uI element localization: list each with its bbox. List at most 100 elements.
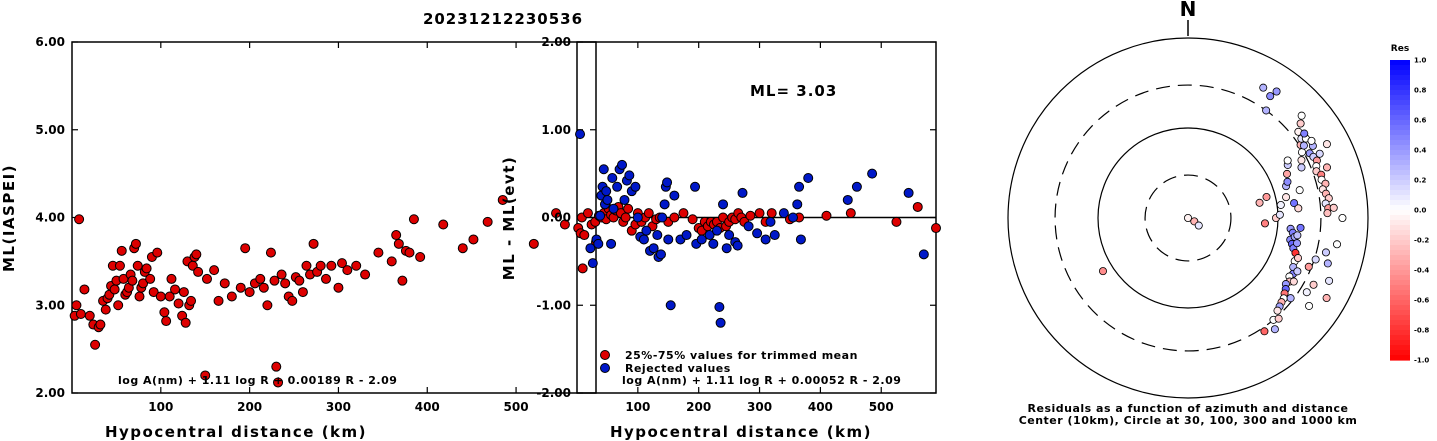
colorbar-swatch (1390, 240, 1410, 246)
y-tick-label: -2.00 (536, 386, 571, 400)
colorbar-swatch (1390, 305, 1410, 311)
data-point (404, 247, 415, 258)
rejected-point (608, 203, 619, 214)
residual-distance-formula: log A(nm) + 1.11 log R + 0.00052 R - 2.0… (622, 374, 901, 387)
data-point (95, 319, 106, 330)
colorbar-swatch (1390, 195, 1410, 201)
trimmed-mean-point (623, 203, 634, 214)
data-point (155, 291, 166, 302)
residual-distance-x-axis-label: Hypocentral distance (km) (610, 423, 872, 441)
colorbar-swatch (1390, 245, 1410, 251)
y-tick-label: 3.00 (35, 298, 65, 312)
rejected-point (681, 230, 692, 241)
data-point (240, 243, 251, 254)
colorbar-swatch (1390, 260, 1410, 266)
colorbar-swatch (1390, 180, 1410, 186)
station-residual-point (1323, 259, 1332, 268)
colorbar-swatch (1390, 160, 1410, 166)
trimmed-mean-point (582, 208, 593, 219)
trimmed-mean-point (669, 212, 680, 223)
rejected-point (714, 302, 725, 313)
colorbar-tick-label: 0.8 (1414, 87, 1427, 95)
data-point (90, 339, 101, 350)
distance-ring (1054, 84, 1322, 352)
data-point (164, 291, 175, 302)
data-point (213, 295, 224, 306)
colorbar-tick-label: -0.4 (1414, 267, 1429, 275)
data-point (109, 284, 120, 295)
colorbar-title: Res (1391, 44, 1409, 54)
colorbar-swatch (1390, 115, 1410, 121)
data-point (134, 291, 145, 302)
rejected-point (617, 159, 628, 170)
rejected-point (624, 170, 635, 181)
data-point (360, 269, 371, 280)
legend-label-trimmed-mean: 25%-75% values for trimmed mean (625, 349, 858, 362)
rejected-point (769, 230, 780, 241)
station-residual-point (1297, 156, 1306, 165)
rejected-point (708, 238, 719, 249)
station-residual-point (1272, 87, 1281, 96)
station-residual-point (1297, 148, 1306, 157)
y-tick-label: 2.00 (541, 35, 571, 49)
colorbar-swatch (1390, 105, 1410, 111)
rejected-point (632, 212, 643, 223)
y-tick-label: 5.00 (35, 123, 65, 137)
colorbar-swatch (1390, 300, 1410, 306)
data-point (276, 269, 287, 280)
station-residual-point (1325, 276, 1334, 285)
rejected-point (655, 249, 666, 260)
data-point (178, 287, 189, 298)
colorbar-tick-label: -0.6 (1414, 297, 1429, 305)
station-residual-point (1273, 306, 1282, 315)
data-point (71, 300, 82, 311)
colorbar-swatch (1390, 250, 1410, 256)
rejected-point (630, 181, 641, 192)
data-point (152, 247, 163, 258)
data-point (315, 260, 326, 271)
x-tick-label: 100 (148, 400, 173, 414)
station-residual-point (1276, 200, 1285, 209)
north-label: N (1180, 0, 1197, 21)
rejected-point (732, 240, 743, 251)
colorbar-swatch (1390, 225, 1410, 231)
residual-distance-points (573, 129, 941, 328)
ml-value-label: ML= 3.03 (750, 82, 837, 100)
colorbar-swatch (1390, 215, 1410, 221)
rejected-point (903, 187, 914, 198)
station-residual-point (1296, 223, 1305, 232)
data-point (161, 316, 172, 327)
rejected-point (842, 194, 853, 205)
station-residual-point (1098, 267, 1107, 276)
colorbar-swatch (1390, 150, 1410, 156)
rejected-point (743, 221, 754, 232)
rejected-point (602, 194, 613, 205)
data-point (415, 251, 426, 262)
rejected-point (794, 181, 805, 192)
data-point (438, 219, 449, 230)
rejected-point (669, 190, 680, 201)
colorbar-swatch (1390, 345, 1410, 351)
ml-distance-y-axis-label: ML(IASPEI) (0, 164, 18, 272)
trimmed-mean-point (620, 212, 631, 223)
data-point (482, 216, 493, 227)
data-point (468, 234, 479, 245)
colorbar-swatch (1390, 125, 1410, 131)
station-residual-point (1194, 221, 1203, 230)
station-residual-point (1322, 163, 1331, 172)
colorbar-swatch (1390, 85, 1410, 91)
station-residual-point (1293, 231, 1302, 240)
trimmed-mean-point (912, 201, 923, 212)
colorbar-swatch (1390, 255, 1410, 261)
data-point (559, 219, 570, 230)
station-residual-point (1338, 213, 1347, 222)
trimmed-mean-point (678, 208, 689, 219)
colorbar-swatch (1390, 295, 1410, 301)
colorbar-swatch (1390, 310, 1410, 316)
data-point (326, 260, 337, 271)
colorbar-swatch (1390, 145, 1410, 151)
colorbar-tick-label: 1.0 (1414, 57, 1427, 65)
data-point (497, 194, 508, 205)
station-residual-point (1293, 267, 1302, 276)
rejected-point (752, 228, 763, 239)
